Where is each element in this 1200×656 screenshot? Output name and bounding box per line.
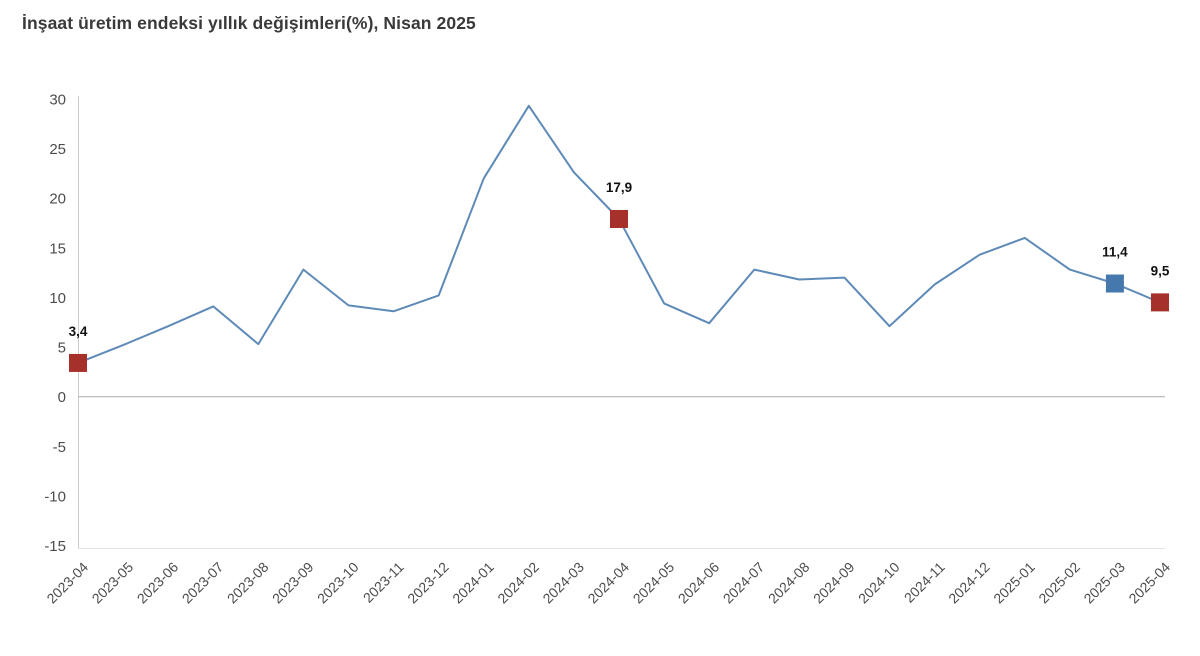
x-tick-label: 2024-01 xyxy=(449,559,497,607)
chart-title: İnşaat üretim endeksi yıllık değişimleri… xyxy=(22,13,476,33)
x-tick-label: 2024-07 xyxy=(720,559,768,607)
data-label-2024-04: 17,9 xyxy=(606,180,632,195)
x-tick-label: 2023-04 xyxy=(43,559,91,607)
x-tick-label: 2023-05 xyxy=(89,559,137,607)
x-tick-label: 2024-08 xyxy=(765,559,813,607)
x-tick-label: 2023-10 xyxy=(314,559,362,607)
highlight-marker-2025-03 xyxy=(1105,274,1124,293)
x-tick-label: 2024-05 xyxy=(630,559,678,607)
y-tick-label: -10 xyxy=(44,488,66,505)
y-tick-label: -5 xyxy=(53,439,66,456)
x-tick-label: 2023-12 xyxy=(404,559,452,607)
y-tick-label: 20 xyxy=(49,191,66,208)
data-series-line xyxy=(77,104,1161,364)
x-tick-label: 2024-03 xyxy=(539,559,587,607)
x-tick-label: 2024-06 xyxy=(675,559,723,607)
highlight-marker-2023-04 xyxy=(69,353,87,372)
x-tick-label: 2025-03 xyxy=(1080,559,1128,607)
x-tick-label: 2025-04 xyxy=(1125,559,1173,607)
x-tick-label: 2024-02 xyxy=(494,559,542,607)
x-tick-label: 2025-01 xyxy=(990,559,1038,607)
x-tick-label: 2024-09 xyxy=(810,559,858,607)
data-label-2025-03: 11,4 xyxy=(1102,245,1128,260)
highlight-marker-2024-04 xyxy=(610,209,628,228)
y-tick-label: -15 xyxy=(44,538,66,555)
data-label-2023-04: 3,4 xyxy=(69,324,88,339)
data-label-2025-04: 9,5 xyxy=(1151,263,1170,278)
x-tick-label: 2024-11 xyxy=(901,559,948,606)
x-tick-label: 2023-11 xyxy=(360,559,407,606)
y-tick-label: 0 xyxy=(58,389,66,406)
y-tick-label: 5 xyxy=(58,340,66,357)
x-tick-label: 2024-04 xyxy=(584,559,632,607)
x-tick-label: 2023-06 xyxy=(134,559,182,607)
x-tick-label: 2023-07 xyxy=(179,559,227,607)
highlight-marker-2025-04 xyxy=(1151,293,1169,312)
x-tick-label: 2024-10 xyxy=(855,559,903,607)
x-tick-label: 2023-09 xyxy=(269,559,317,607)
y-tick-label: 15 xyxy=(49,240,66,257)
y-tick-label: 30 xyxy=(49,91,66,108)
x-tick-label: 2023-08 xyxy=(224,559,272,607)
y-tick-label: 25 xyxy=(49,141,66,158)
x-tick-label: 2024-12 xyxy=(945,559,993,607)
y-tick-label: 10 xyxy=(49,290,66,307)
x-tick-label: 2025-02 xyxy=(1035,559,1083,607)
